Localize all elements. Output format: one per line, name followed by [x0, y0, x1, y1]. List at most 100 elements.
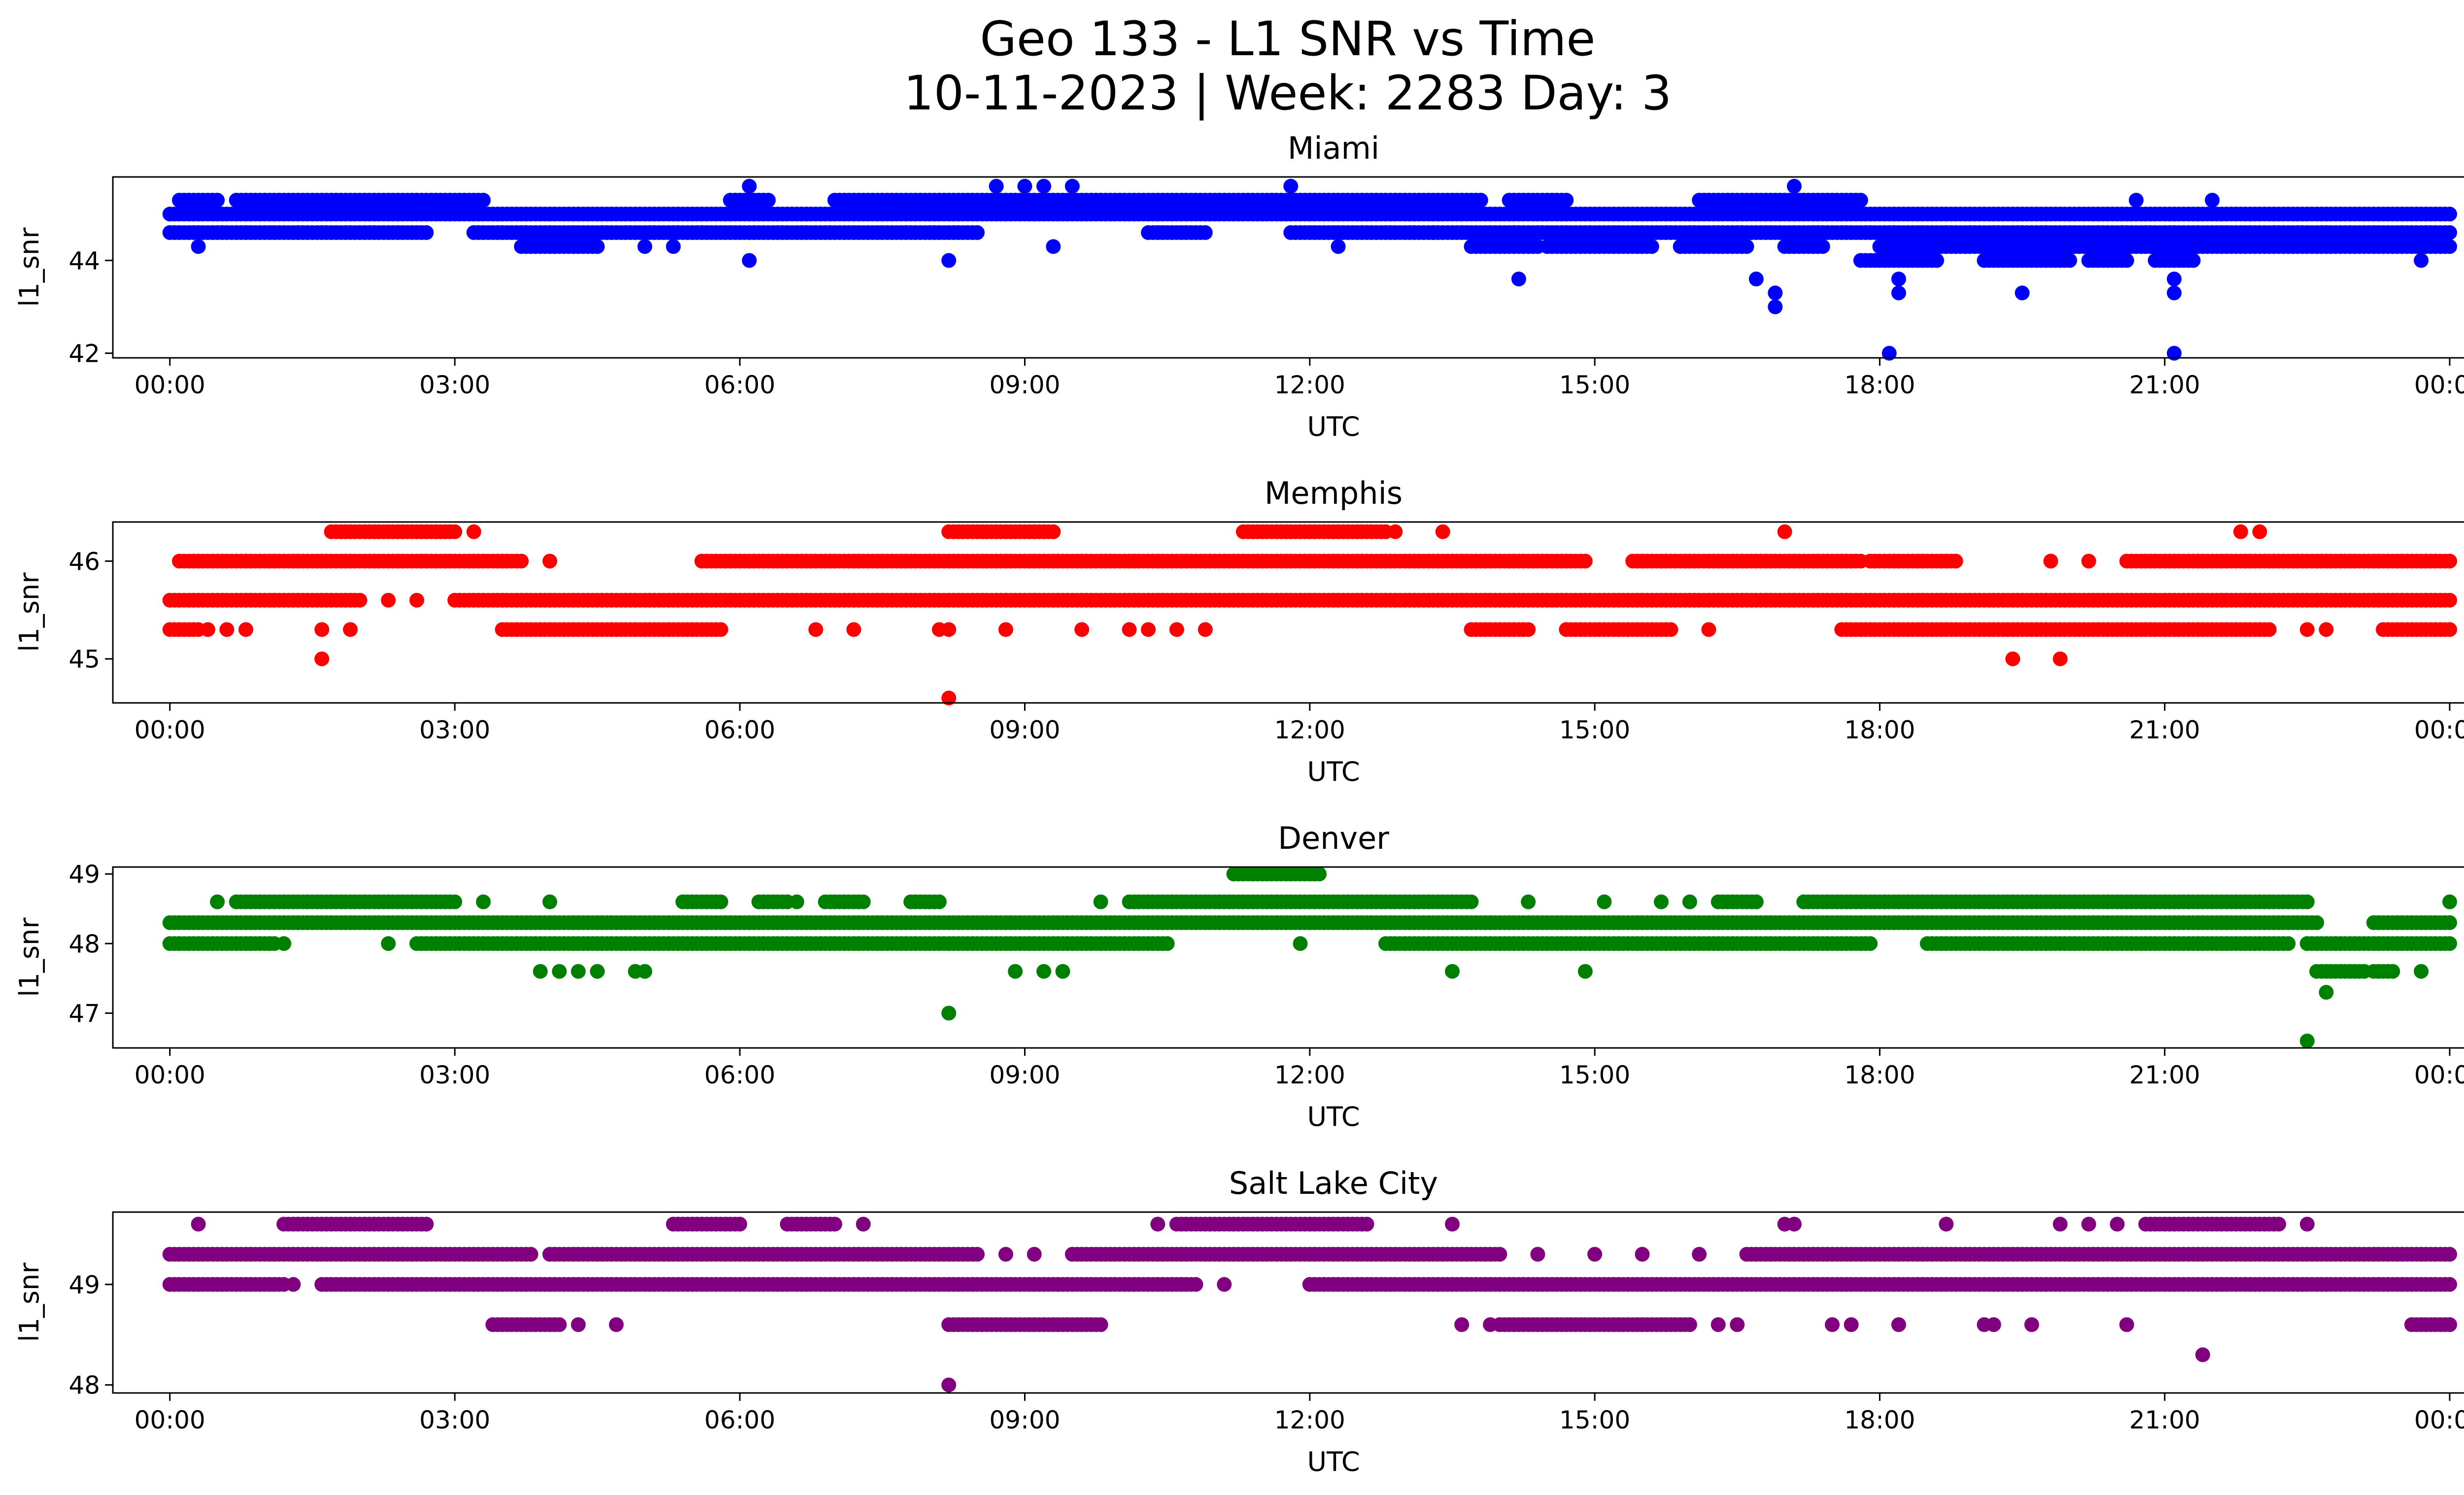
data-point	[761, 193, 776, 208]
data-point	[1122, 622, 1137, 637]
data-point	[713, 622, 728, 637]
x-tick-label: 03:00	[419, 371, 490, 399]
data-point	[590, 239, 605, 254]
x-tick-label: 21:00	[2129, 1061, 2200, 1089]
data-point	[1863, 936, 1878, 951]
data-point	[742, 178, 757, 194]
data-point	[1891, 285, 1906, 301]
y-tick-label: 42	[68, 340, 100, 368]
data-point	[2319, 985, 2334, 1000]
data-point	[2299, 894, 2315, 909]
data-point	[1748, 272, 1764, 286]
data-point	[2081, 554, 2096, 569]
data-point	[998, 622, 1013, 637]
panel-memphis: Memphis 00:00 03:00 06:00 09:00 12:00 15:00 18…	[14, 475, 2464, 787]
data-point	[1559, 193, 1574, 208]
x-tick-label: 03:00	[419, 1061, 490, 1089]
panel-title: Salt Lake City	[1229, 1165, 1438, 1201]
data-point	[1701, 622, 1716, 637]
data-point	[2186, 253, 2201, 268]
x-tick-label: 09:00	[989, 1061, 1060, 1089]
data-point	[1445, 1217, 1460, 1232]
x-tick-label: 12:00	[1274, 716, 1345, 744]
data-point	[1815, 239, 1830, 254]
data-point	[1521, 894, 1536, 909]
data-point	[2299, 1033, 2315, 1048]
x-tick-label: 06:00	[704, 371, 775, 399]
x-tick-label: 15:00	[1559, 1061, 1630, 1089]
data-point	[2005, 651, 2020, 666]
data-point	[191, 1217, 206, 1232]
x-axis-label: UTC	[1307, 756, 1360, 787]
data-point	[1093, 894, 1108, 909]
data-point	[523, 1247, 539, 1262]
data-point	[932, 894, 947, 909]
data-point	[1331, 239, 1346, 254]
data-point	[409, 592, 424, 608]
data-point	[1055, 964, 1070, 979]
data-point	[219, 622, 235, 637]
data-point	[2299, 622, 2315, 637]
data-point	[2281, 936, 2296, 951]
data-point	[2205, 193, 2220, 208]
data-point	[1577, 554, 1593, 569]
data-point	[1786, 178, 1802, 194]
x-tick-label: 21:00	[2129, 716, 2200, 744]
data-point	[2062, 253, 2077, 268]
data-point	[1198, 225, 1213, 240]
data-point	[2442, 1247, 2457, 1262]
data-point	[552, 964, 567, 979]
data-point	[1445, 964, 1460, 979]
data-point	[970, 1247, 985, 1262]
data-point	[476, 894, 491, 909]
data-point	[941, 1006, 957, 1021]
x-tick-label: 18:00	[1844, 1061, 1915, 1089]
data-point	[447, 524, 462, 539]
data-point	[998, 1247, 1013, 1262]
data-point	[1939, 1217, 1954, 1232]
data-point	[238, 622, 253, 637]
y-tick-label: 48	[68, 930, 100, 958]
data-point	[1074, 622, 1090, 637]
data-point	[2328, 936, 2343, 951]
data-point	[1882, 346, 1897, 361]
data-point	[1597, 894, 1612, 909]
data-point	[419, 1217, 434, 1232]
y-axis-label: l1_snr	[14, 572, 45, 652]
data-point	[1464, 894, 1479, 909]
data-point	[637, 964, 652, 979]
data-point	[1359, 1217, 1374, 1232]
data-point	[856, 894, 871, 909]
y-axis-label: l1_snr	[14, 227, 45, 307]
data-point	[2442, 894, 2457, 909]
data-point	[542, 894, 557, 909]
data-point	[276, 936, 291, 951]
data-point	[476, 193, 491, 208]
data-point	[1492, 1247, 1507, 1262]
data-point	[2442, 225, 2457, 240]
data-point	[2166, 285, 2182, 301]
data-point	[2081, 1217, 2096, 1232]
data-point	[2043, 554, 2058, 569]
data-point	[2261, 622, 2277, 637]
data-point	[314, 622, 330, 637]
data-point	[1768, 285, 1783, 301]
data-point	[2015, 285, 2030, 301]
data-point	[1169, 622, 1184, 637]
data-point	[1739, 239, 1754, 254]
data-point	[808, 622, 823, 637]
data-point	[1283, 178, 1299, 194]
x-axis: 00:00 03:00 06:00 09:00 12:00 15:00 18:00 21:00…	[135, 358, 2464, 399]
data-point	[2442, 239, 2457, 254]
data-point	[1644, 239, 1659, 254]
data-point	[2128, 193, 2144, 208]
data-point	[2252, 524, 2267, 539]
data-point	[513, 554, 529, 569]
data-point	[1654, 894, 1669, 909]
x-tick-label: 00:00	[2414, 371, 2464, 399]
data-point	[1188, 1277, 1203, 1292]
panel-title: Miami	[1288, 130, 1379, 166]
data-point	[533, 964, 548, 979]
data-point	[2166, 346, 2182, 361]
figure-title-line2: 10-11-2023 | Week: 2283 Day: 3	[904, 66, 1672, 121]
